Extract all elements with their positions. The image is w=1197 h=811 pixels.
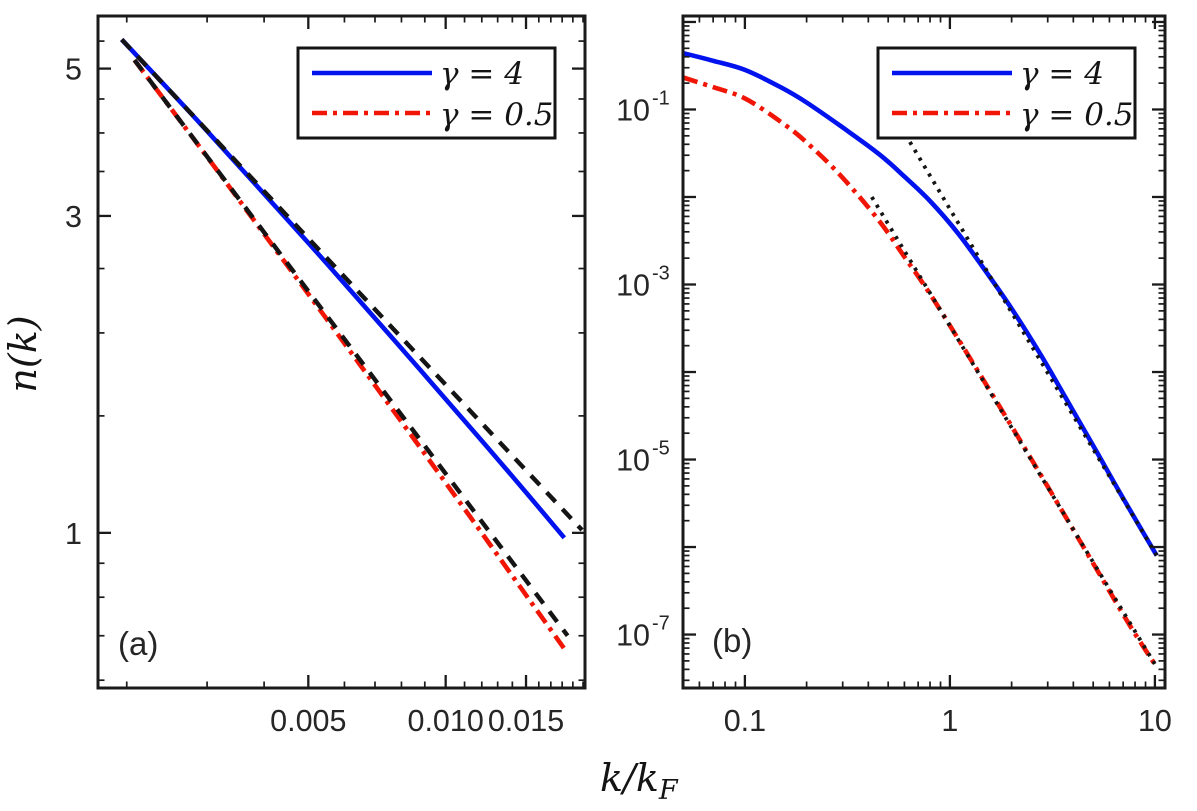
legend-label-gamma-0.5: γ = 0.5 — [440, 97, 554, 133]
x-tick-label: 0.010 — [408, 704, 484, 738]
y-tick-label: 3 — [65, 200, 82, 234]
x-tick-label: 1 — [941, 704, 958, 738]
curve-gamma-0.5-panel-a — [132, 58, 569, 654]
y-ticks-panel-b: 10-110-310-510-7 — [616, 20, 1165, 682]
y-tick-label: 10 — [616, 269, 650, 303]
y-tick-label: 10 — [616, 619, 650, 653]
panel-a: 0.005 0.010 0.015 1 3 5 — [65, 14, 587, 738]
axes-box-panel-b — [681, 14, 1167, 690]
y-tick-exponent: -3 — [652, 263, 670, 285]
curve-tan-contact-tail-gamma-4-panel-b — [908, 141, 1159, 557]
legend-panel-a: γ = 4 γ = 0.5 — [296, 46, 557, 140]
panel-a-letter: (a) — [118, 625, 158, 662]
curve-powerlaw-fit-gamma-0.5-panel-a — [132, 58, 570, 638]
legend-box — [876, 46, 1137, 140]
x-tick-label: 10 — [1138, 704, 1172, 738]
y-tick-label: 1 — [65, 517, 82, 551]
y-tick-exponent: -1 — [652, 87, 670, 109]
x-axis-label: k/kF — [600, 756, 679, 806]
axes-box-panel-a — [96, 14, 587, 690]
y-axis-label: n(k) — [1, 315, 45, 392]
y-tick-label: 10 — [616, 444, 650, 478]
legend-label-gamma-4: γ = 4 — [1020, 56, 1104, 92]
x-ticks-panel-b: 0.1 1 10 — [682, 16, 1172, 738]
y-tick-exponent: -5 — [652, 438, 670, 460]
curve-gamma-4-panel-b — [682, 50, 1159, 557]
y-tick-label: 5 — [65, 53, 82, 87]
legend-label-gamma-0.5: γ = 0.5 — [1020, 97, 1134, 133]
legend-panel-b: γ = 4 γ = 0.5 — [876, 46, 1137, 140]
curve-powerlaw-fit-gamma-4-panel-a — [120, 37, 584, 532]
y-ticks-panel-a: 1 3 5 — [65, 40, 585, 682]
curves-panel-b — [682, 50, 1159, 669]
x-tick-label: 0.005 — [270, 704, 346, 738]
x-tick-label: 0.1 — [724, 704, 766, 738]
y-tick-label: 10 — [616, 93, 650, 127]
legend-label-gamma-4: γ = 4 — [440, 56, 524, 92]
panel-b-letter: (b) — [712, 622, 752, 659]
curve-gamma-0.5-panel-b — [682, 75, 1159, 669]
x-ticks-panel-a: 0.005 0.010 0.015 — [125, 16, 584, 738]
curves-panel-a — [120, 37, 584, 654]
curve-gamma-4-panel-a — [120, 37, 567, 540]
y-tick-exponent: -7 — [652, 613, 670, 635]
legend-box — [296, 46, 557, 140]
x-tick-label: 0.015 — [488, 704, 564, 738]
